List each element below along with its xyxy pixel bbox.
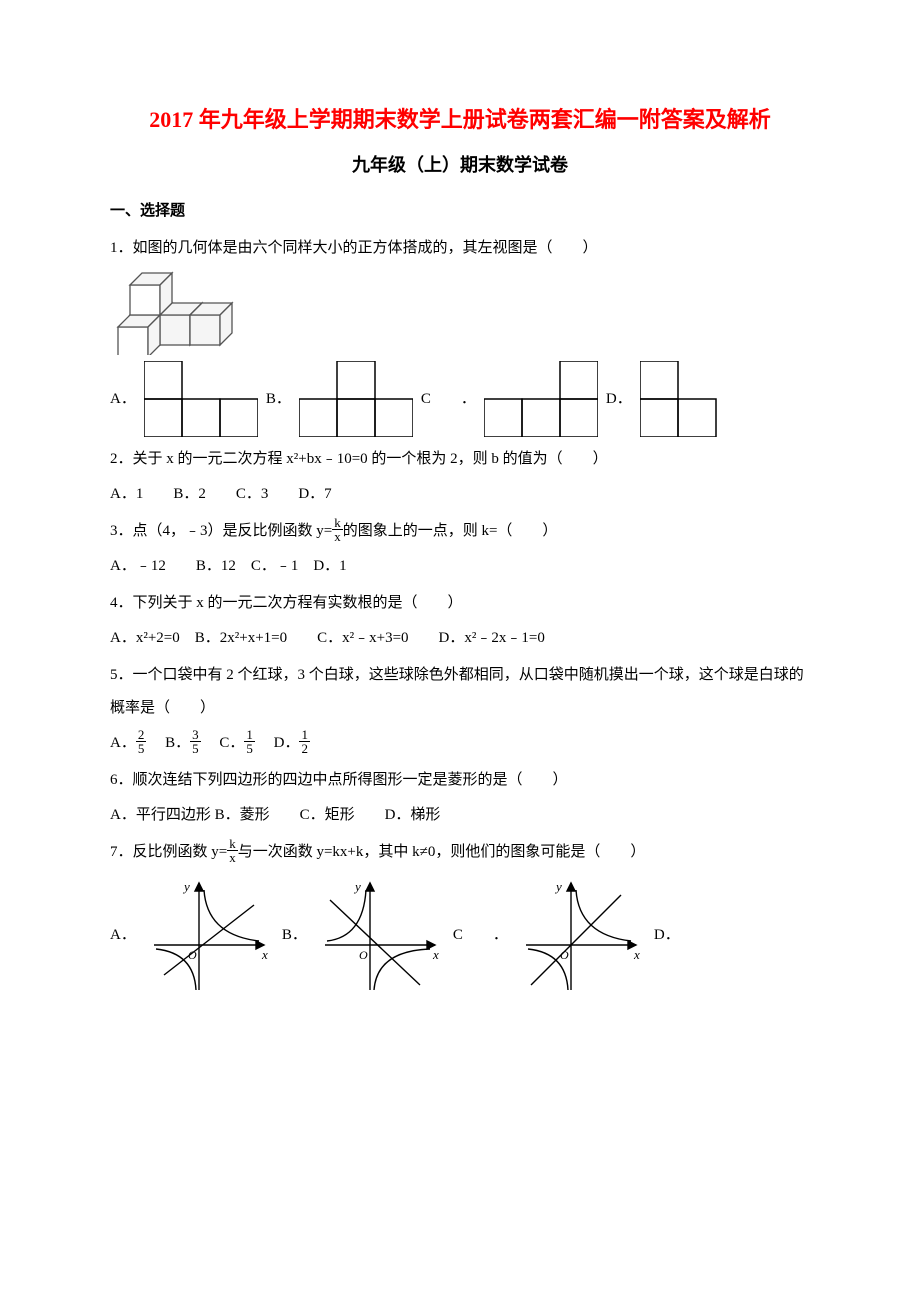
q1-figure <box>110 265 810 355</box>
section-heading: 一、选择题 <box>110 195 810 228</box>
q5-d: D． <box>259 735 300 751</box>
question-4: 4．下列关于 x 的一元二次方程有实数根的是（ ） <box>110 587 810 620</box>
question-5: 5．一个口袋中有 2 个红球，3 个白球，这些球除色外都相同，从口袋中随机摸出一… <box>110 659 810 725</box>
q7-graph-c: x y O <box>516 875 646 995</box>
fraction-k-x-2: kx <box>227 837 238 864</box>
q7-text-b: 与一次函数 y=kx+k，其中 k≠0，则他们的图象可能是（ ） <box>238 844 646 860</box>
q7-graph-b: x y O <box>315 875 445 995</box>
q1-options: A． B． C ． D． <box>110 361 810 437</box>
q2-options: A．1 B．2 C．3 D．7 <box>110 478 810 511</box>
svg-text:y: y <box>353 879 361 894</box>
svg-text:y: y <box>554 879 562 894</box>
q7-b-label: B． <box>282 919 307 952</box>
q5-options: A．25 B．35 C．15 D．12 <box>110 727 810 760</box>
q7-a-label: A． <box>110 919 136 952</box>
question-6: 6．顺次连结下列四边形的四边中点所得图形一定是菱形的是（ ） <box>110 764 810 797</box>
question-2: 2．关于 x 的一元二次方程 x²+bx﹣10=0 的一个根为 2，则 b 的值… <box>110 443 810 476</box>
svg-text:x: x <box>261 947 268 962</box>
q7-c-label: C ． <box>453 919 508 952</box>
fraction-1-5: 15 <box>244 728 255 755</box>
q7-text-a: 7．反比例函数 y= <box>110 844 227 860</box>
q3-text-a: 3．点（4，﹣3）是反比例函数 y= <box>110 523 332 539</box>
opt-a-label: A． <box>110 383 136 416</box>
opt-d-label: D． <box>606 383 632 416</box>
fraction-1-2: 12 <box>299 728 310 755</box>
opt-c-label: C ． <box>421 383 476 416</box>
fraction-k-x: kx <box>332 516 343 543</box>
main-title: 2017 年九年级上学期期末数学上册试卷两套汇编一附答案及解析 <box>110 100 810 140</box>
q3-text-b: 的图象上的一点，则 k=（ ） <box>343 523 558 539</box>
q4-options: A．x²+2=0 B．2x²+x+1=0 C．x²﹣x+3=0 D．x²﹣2x﹣… <box>110 622 810 655</box>
sub-title: 九年级（上）期末数学试卷 <box>110 146 810 186</box>
opt-d-shape <box>640 361 718 437</box>
svg-text:y: y <box>182 879 190 894</box>
q7-graph-a: x y O <box>144 875 274 995</box>
q6-options: A．平行四边形 B．菱形 C．矩形 D．梯形 <box>110 799 810 832</box>
q5-b: B． <box>150 735 190 751</box>
fraction-3-5: 35 <box>190 728 201 755</box>
opt-c-shape <box>484 361 598 437</box>
opt-b-label: B． <box>266 383 291 416</box>
question-1: 1．如图的几何体是由六个同样大小的正方体搭成的，其左视图是（ ） <box>110 232 810 265</box>
opt-b-shape <box>299 361 413 437</box>
svg-text:O: O <box>359 948 368 962</box>
fraction-2-5: 25 <box>136 728 147 755</box>
q7-d-label: D． <box>654 919 680 952</box>
svg-text:x: x <box>633 947 640 962</box>
question-3: 3．点（4，﹣3）是反比例函数 y=kx的图象上的一点，则 k=（ ） <box>110 515 810 548</box>
q5-a: A． <box>110 735 136 751</box>
question-7: 7．反比例函数 y=kx与一次函数 y=kx+k，其中 k≠0，则他们的图象可能… <box>110 836 810 869</box>
q3-options: A．﹣12 B．12 C．﹣1 D．1 <box>110 550 810 583</box>
opt-a-shape <box>144 361 258 437</box>
q7-options: A． x y O B． x y O <box>110 875 810 995</box>
svg-text:x: x <box>432 947 439 962</box>
q5-c: C． <box>204 735 244 751</box>
